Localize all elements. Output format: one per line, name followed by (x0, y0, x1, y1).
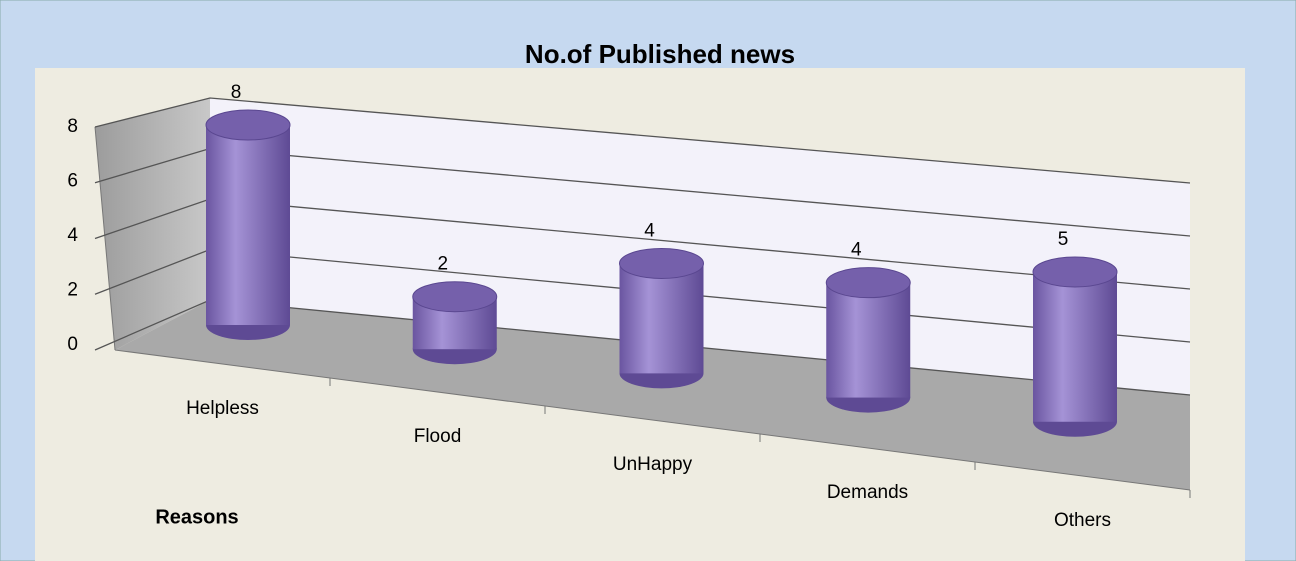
cylinder-body (826, 282, 911, 398)
x-axis (114, 349, 1191, 491)
x-axis-title: Reasons (155, 506, 238, 528)
cylinder-body (1033, 271, 1117, 422)
cylinder-top (1032, 256, 1118, 288)
data-label: 4 (644, 220, 655, 241)
cylinder (825, 267, 911, 413)
cylinder-top (412, 281, 498, 313)
data-label: 8 (231, 82, 242, 103)
side-wall (95, 98, 210, 350)
data-label: 2 (437, 254, 448, 275)
x-tick-label: Demands (827, 482, 908, 503)
chart-title: No.of Published news (525, 39, 795, 69)
cylinder (412, 281, 498, 365)
cylinder-top (205, 109, 291, 141)
cylinder (619, 247, 704, 389)
cylinder-body (206, 125, 290, 325)
x-tick-label: Others (1054, 510, 1111, 531)
cylinder-top (825, 267, 911, 299)
y-tick-label: 0 (67, 334, 78, 355)
cylinder-top (619, 247, 704, 279)
y-tick-label: 4 (67, 225, 78, 246)
cylinder (1032, 256, 1118, 437)
y-axis (94, 126, 116, 351)
cylinder (205, 109, 291, 340)
y-tick-label: 2 (67, 280, 78, 301)
y-tick-label: 8 (67, 116, 78, 137)
data-label: 5 (1058, 229, 1069, 250)
data-label: 4 (851, 240, 862, 261)
x-tick-label: Helpless (186, 398, 259, 419)
grid-line (94, 97, 1191, 184)
floor (115, 300, 1190, 490)
cylinder-body (619, 263, 704, 374)
y-tick-label: 6 (67, 171, 78, 192)
x-tick-label: Flood (414, 426, 462, 447)
x-tick-label: UnHappy (613, 454, 693, 475)
